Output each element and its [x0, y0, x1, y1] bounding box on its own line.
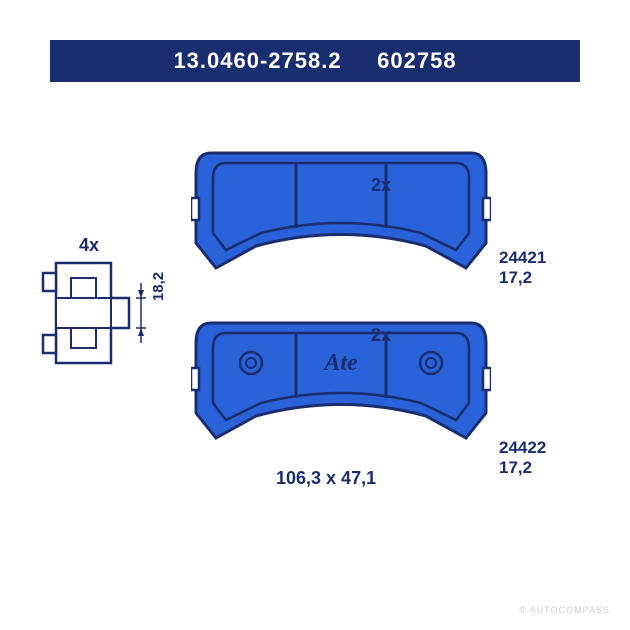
clip-drawing: [41, 243, 161, 393]
pad-top-drawing: [191, 138, 491, 278]
part-number-primary: 13.0460-2758.2: [173, 48, 341, 73]
part-number-secondary: 602758: [377, 48, 456, 73]
header-bar: 13.0460-2758.2 602758: [50, 40, 580, 82]
pad-bottom-ref-label: 24422 17,2: [499, 438, 581, 478]
watermark: © AUTOCOMPASS: [519, 605, 610, 615]
pad-bottom-qty-label: 2x: [371, 325, 391, 346]
pad-bottom-drawing: Ate: [191, 308, 491, 448]
svg-text:Ate: Ate: [322, 350, 358, 376]
pad-top-ref-label: 24421 17,2: [499, 248, 581, 288]
clip-dim-label: 18,2: [150, 272, 167, 301]
clip-qty-label: 4x: [79, 235, 99, 256]
diagram-area: 4x 18,2 2x 24421 17,2: [50, 82, 582, 574]
pad-bottom-dim-label: 106,3 x 47,1: [276, 468, 376, 489]
pad-top-qty-label: 2x: [371, 175, 391, 196]
diagram-container: 13.0460-2758.2 602758 4x 18,2: [50, 40, 580, 590]
